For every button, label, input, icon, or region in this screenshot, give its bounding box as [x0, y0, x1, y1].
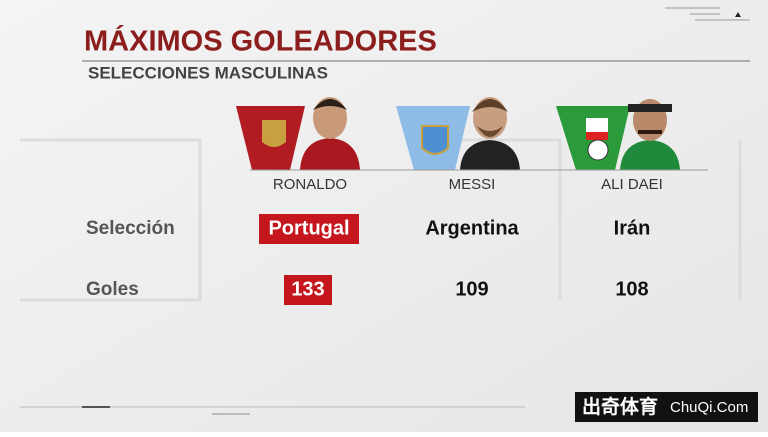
- watermark-site: ChuQi.Com: [670, 399, 748, 416]
- highlight: [284, 275, 332, 305]
- row-label: Selección: [86, 218, 175, 239]
- subtitle: SELECCIONES MASCULINAS: [88, 63, 328, 82]
- watermark-box: [575, 392, 758, 422]
- title: MÁXIMOS GOLEADORES: [84, 24, 437, 58]
- cell: 133: [291, 278, 324, 300]
- player-name: RONALDO: [273, 176, 347, 193]
- background-letters: [20, 138, 742, 302]
- player-name: ALI DAEI: [601, 176, 663, 193]
- cell: Argentina: [425, 217, 519, 239]
- watermark-brand: 出奇体育: [582, 395, 658, 418]
- cell: Irán: [614, 217, 651, 239]
- cell: Portugal: [268, 217, 349, 239]
- cell: 109: [455, 278, 488, 300]
- corner-arrow: [735, 12, 741, 17]
- portrait-daei: [556, 99, 680, 170]
- row-label: Goles: [86, 279, 139, 300]
- player-name: MESSI: [449, 176, 496, 193]
- cell: 108: [615, 278, 648, 300]
- portrait-messi: [396, 97, 520, 170]
- portrait-ronaldo: [236, 97, 360, 170]
- highlight: [259, 214, 359, 244]
